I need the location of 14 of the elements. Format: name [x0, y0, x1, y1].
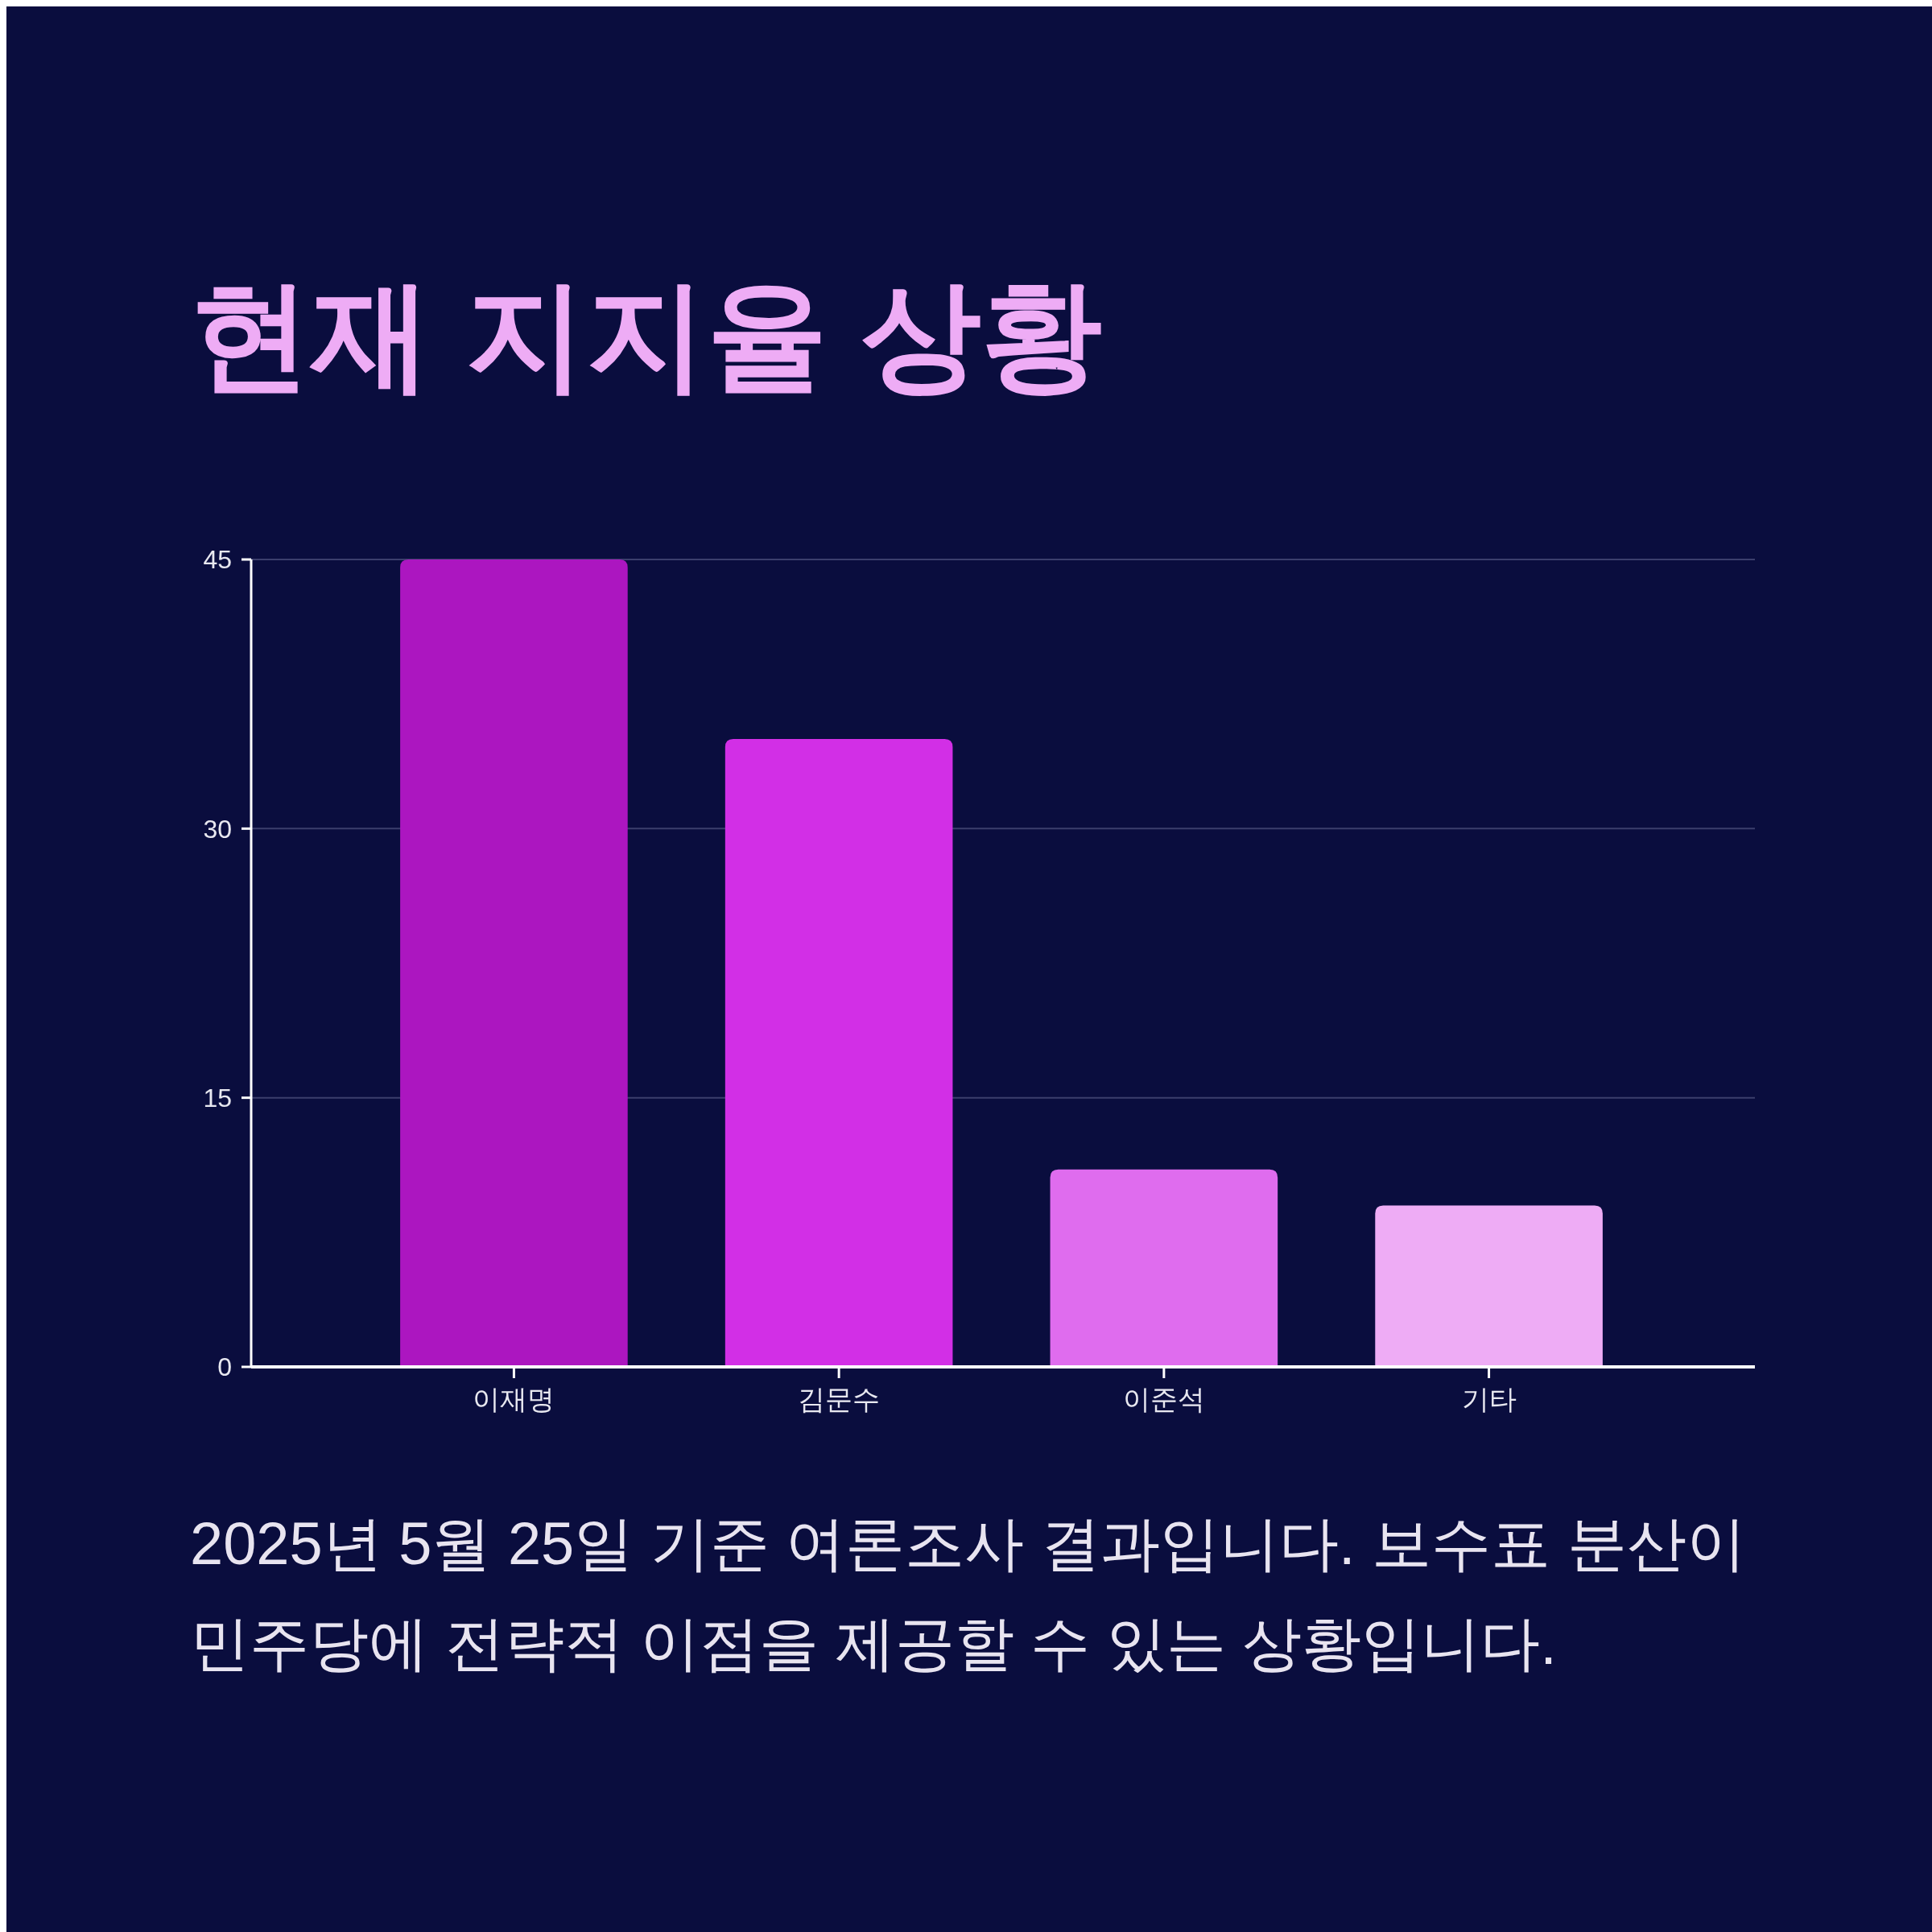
x-tick-label: 김문수 [798, 1384, 881, 1414]
y-tick-label: 0 [217, 1352, 232, 1382]
bar [1375, 1205, 1603, 1367]
bar [1050, 1169, 1278, 1367]
chart-title: 현재 지지율 상황 [190, 267, 1103, 402]
x-tick-label: 이준석 [1122, 1384, 1205, 1414]
x-tick-label: 기타 [1461, 1384, 1517, 1414]
x-tick-label: 이재명 [473, 1384, 555, 1414]
y-tick-label: 30 [203, 814, 232, 844]
y-tick-label: 45 [203, 545, 232, 575]
bar [400, 559, 628, 1367]
y-tick-label: 15 [203, 1083, 232, 1113]
text: 2025년 5월 25일 기준 여론조사 결과입니다. 보수표 분산이 민주당에 전략적 이점을 제공할 수 있는 상황입니다. [190, 1510, 1746, 1677]
bar [724, 738, 953, 1367]
